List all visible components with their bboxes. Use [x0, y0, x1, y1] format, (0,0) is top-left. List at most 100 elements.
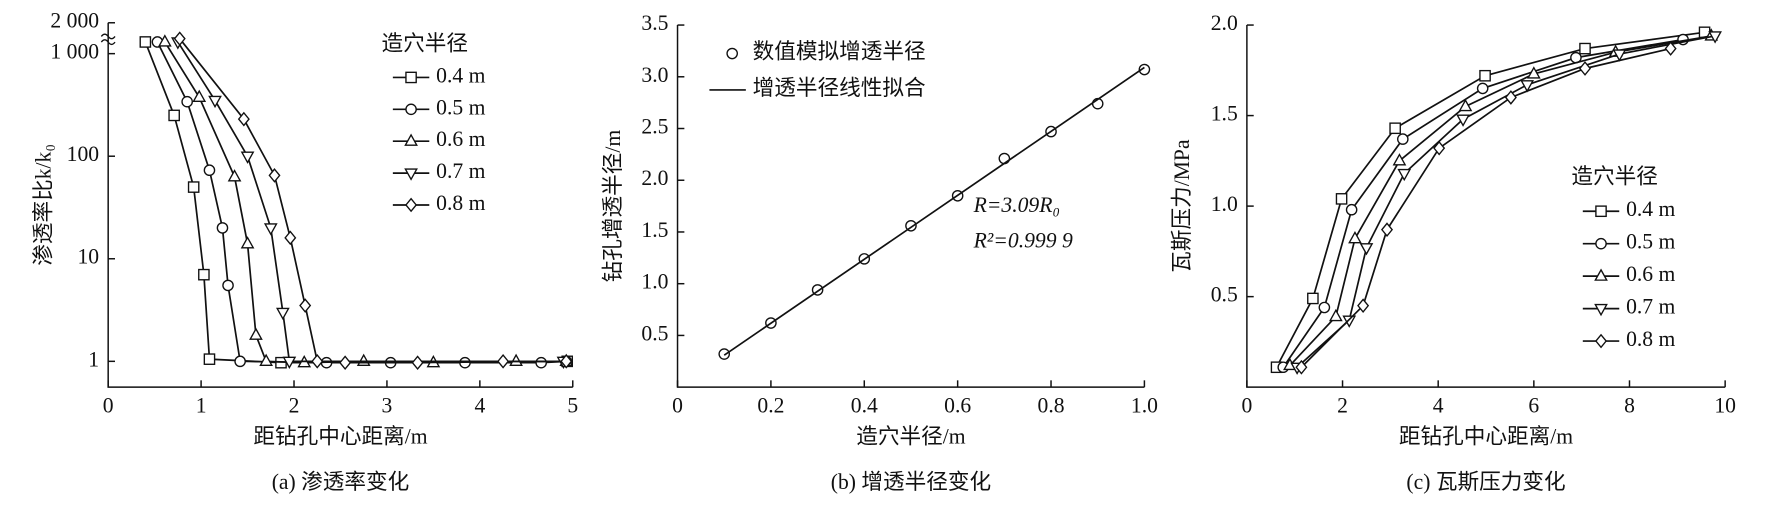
marker [1392, 153, 1407, 166]
marker [259, 353, 273, 367]
marker [276, 307, 290, 321]
marker [1594, 268, 1608, 281]
x-tick-label: 0 [1241, 394, 1252, 418]
series-line [177, 41, 564, 363]
x-tick-label: 0.8 [1038, 394, 1065, 418]
legend-label: 0.4 m [436, 63, 485, 87]
y-tick-label: 10 [77, 245, 99, 269]
y-tick-label: 2.0 [1211, 11, 1238, 35]
marker [234, 355, 246, 368]
x-tick-label: 0 [103, 394, 114, 418]
marker [240, 151, 255, 164]
marker [509, 353, 523, 367]
axis-frame [107, 22, 573, 388]
y-tick-label: 3.5 [641, 11, 668, 35]
marker [1138, 63, 1151, 76]
y-tick-label: 2.5 [641, 114, 668, 138]
x-tick-label: 2 [1337, 394, 1348, 418]
y-axis-label: 钻孔增透半径/m [601, 130, 625, 283]
marker [139, 36, 152, 48]
marker [1520, 80, 1535, 93]
marker [560, 353, 573, 369]
marker [299, 298, 312, 313]
legend-label: 0.6 m [1626, 262, 1675, 286]
marker [1595, 333, 1608, 349]
marker [1595, 205, 1607, 218]
x-tick-label: 1 [196, 394, 207, 418]
y-tick-label: 1 [88, 347, 99, 371]
legend-title: 造穴半径 [381, 32, 468, 56]
marker [1664, 41, 1677, 56]
marker [1458, 98, 1473, 112]
x-tick-label: 5 [567, 394, 578, 418]
marker [1389, 122, 1401, 135]
y-tick-label: 2.0 [641, 166, 668, 190]
x-tick-label: 0.6 [944, 394, 971, 418]
caption: (c) 瓦斯压力变化 [1406, 470, 1565, 494]
marker [1381, 222, 1394, 237]
legend-label: 0.5 m [436, 95, 485, 119]
marker [222, 279, 234, 292]
marker [1579, 61, 1592, 76]
marker [282, 356, 297, 370]
y-tick-label: 1.5 [641, 218, 668, 242]
marker [1397, 168, 1412, 182]
marker [718, 348, 731, 360]
caption: (a) 渗透率变化 [272, 470, 410, 494]
marker [203, 353, 216, 365]
marker [1594, 303, 1608, 317]
legend-label: 数值模拟增透半径 [753, 39, 926, 63]
marker [237, 111, 250, 127]
legend-label: 0.4 m [1626, 197, 1675, 221]
marker [1328, 308, 1343, 322]
marker [1396, 133, 1409, 145]
y-axis-label: 渗透率比k/k₀ [32, 144, 56, 266]
legend-label: 0.8 m [1626, 327, 1675, 351]
series-line [164, 41, 567, 364]
x-axis-label: 距钻孔中心距离/m [1399, 424, 1573, 448]
marker [284, 230, 297, 246]
x-tick-label: 0.2 [757, 394, 784, 418]
x-axis-label: 造穴半径/m [856, 424, 966, 448]
annotation: R²=0.999 9 [973, 229, 1073, 253]
legend-label: 0.7 m [436, 159, 485, 183]
x-tick-label: 8 [1624, 394, 1635, 418]
marker [1348, 231, 1362, 244]
x-tick-label: 0 [672, 394, 683, 418]
y-tick-label: 2 000 [50, 9, 99, 33]
y-tick-label: 1.0 [1211, 192, 1238, 216]
marker [404, 168, 418, 181]
marker [404, 133, 418, 146]
marker [356, 353, 371, 367]
legend-label: 0.5 m [1626, 230, 1675, 254]
x-tick-label: 4 [474, 394, 485, 418]
x-tick-label: 6 [1528, 394, 1539, 418]
marker [263, 223, 278, 236]
marker [1526, 66, 1541, 79]
marker [405, 103, 417, 116]
marker [726, 47, 738, 60]
marker [1357, 298, 1370, 314]
marker [208, 95, 222, 109]
y-tick-label: 100 [67, 142, 99, 166]
y-tick-label: 1.5 [1211, 102, 1238, 126]
marker [1612, 49, 1627, 62]
marker [1456, 114, 1470, 127]
y-tick-label: 0.5 [1211, 283, 1238, 307]
marker [998, 152, 1011, 165]
marker [249, 327, 263, 340]
marker [1504, 90, 1517, 105]
marker [1579, 42, 1591, 55]
marker [339, 355, 352, 371]
x-tick-label: 10 [1714, 394, 1736, 418]
marker [1476, 82, 1489, 95]
legend-label: 0.6 m [436, 127, 485, 151]
marker [1359, 243, 1374, 256]
marker [198, 268, 210, 281]
y-tick-label: 3.0 [641, 63, 668, 87]
y-axis-label: 瓦斯压力/MPa [1170, 139, 1194, 273]
x-tick-label: 1.0 [1131, 394, 1158, 418]
legend-label: 0.7 m [1626, 295, 1675, 319]
